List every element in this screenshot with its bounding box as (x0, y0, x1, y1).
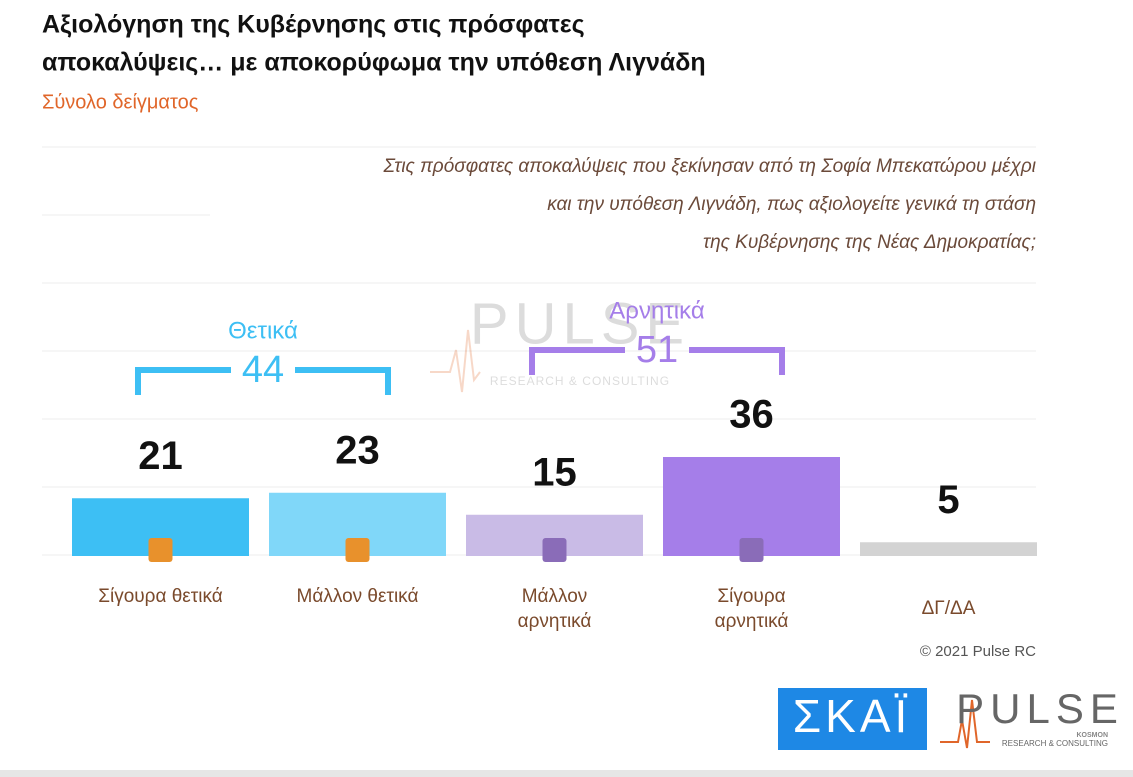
group-label: Θετικά (228, 317, 298, 344)
x-tick-label: Μάλλον θετικά (296, 586, 419, 607)
value-label: 36 (729, 393, 774, 437)
icon (739, 538, 764, 562)
pulse-logo-wave (940, 699, 990, 749)
pulse-logo-sub: RESEARCH & CONSULTING (1002, 739, 1108, 748)
value-label: 21 (138, 434, 183, 478)
bar (860, 542, 1037, 556)
icon (148, 538, 173, 562)
value-label: 15 (532, 450, 577, 494)
value-label: 23 (335, 428, 380, 472)
group-bracket (135, 367, 391, 395)
skai-logo (778, 688, 927, 750)
icon (345, 538, 370, 562)
icon (542, 538, 567, 562)
x-tick-label: Μάλλον αρνητικά (517, 586, 592, 632)
question-line: της Κυβέρνησης της Νέας Δημοκρατίας; (703, 232, 1036, 253)
watermark-text: PULSE (470, 291, 690, 356)
x-tick-label: Σίγουρα αρνητικά (714, 586, 789, 632)
watermark-sub: RESEARCH & CONSULTING (490, 374, 670, 388)
title-line: αποκαλύψεις… με αποκορύφωμα την υπόθεση … (42, 49, 706, 77)
pulse-logo-kosmon: KOSMON (1077, 732, 1109, 739)
watermark: PULSE RESEARCH & CONSULTING (430, 291, 690, 393)
group-bracket (529, 347, 785, 375)
question-line: και την υπόθεση Λιγνάδη, πως αξιολογείτε… (547, 194, 1036, 215)
question-line: Στις πρόσφατες αποκαλύψεις που ξεκίνησαν… (382, 156, 1036, 177)
subtitle: Σύνολο δείγματος (42, 91, 199, 113)
bottom-band (0, 770, 1133, 777)
x-tick-label: ΔΓ/ΔΑ (921, 598, 976, 619)
title-line: Αξιολόγηση της Κυβέρνησης στις πρόσφατες (42, 11, 585, 39)
value-label: 5 (937, 478, 959, 522)
group-total: 51 (636, 329, 678, 371)
skai-logo-text: ΣΚΑΪ (793, 690, 912, 742)
pulse-logo-text: PULSE (956, 685, 1124, 732)
copyright: © 2021 Pulse RC (920, 643, 1036, 660)
group-total: 44 (242, 349, 284, 391)
x-tick-label: Σίγουρα θετικά (98, 586, 223, 607)
group-label: Αρνητικά (609, 297, 705, 324)
